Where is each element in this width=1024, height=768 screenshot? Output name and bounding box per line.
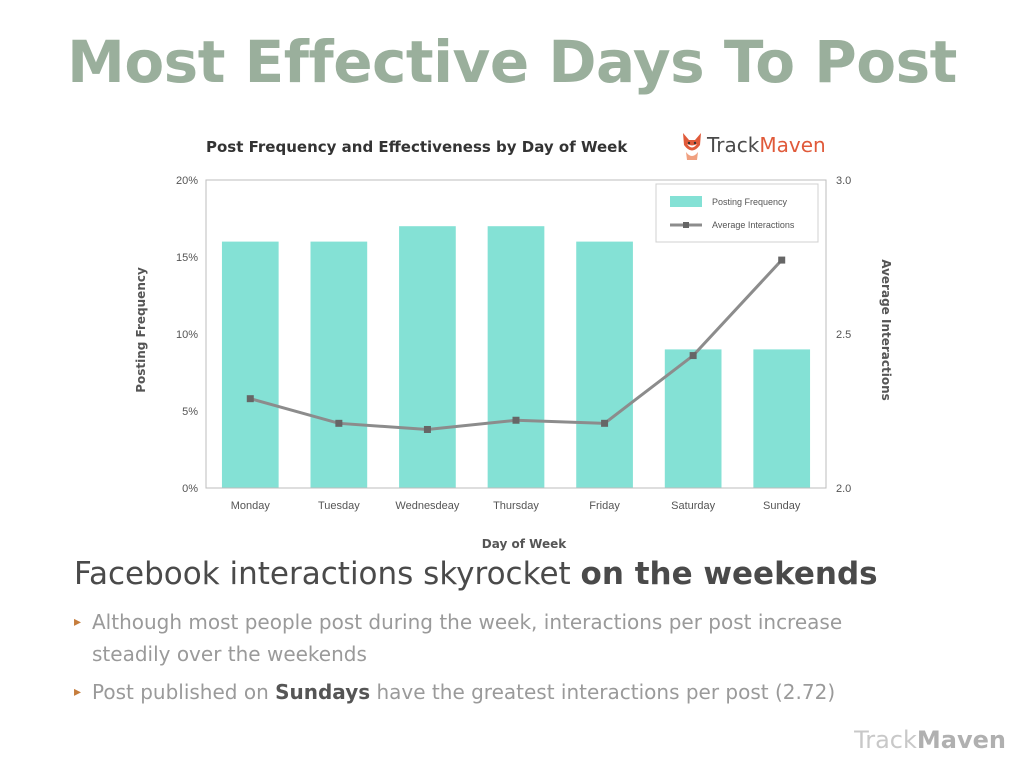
x-tick-label: Friday xyxy=(589,500,620,512)
slide-subtitle: Facebook interactions skyrocket on the w… xyxy=(74,556,878,592)
brand-name-track: Track xyxy=(706,133,760,157)
y2-tick-label: 2.0 xyxy=(836,483,851,495)
bullet-text-pre: Post published on xyxy=(92,680,276,704)
plot-area: 0% 5% 10% 15% 20% 2.0 2.5 3.0 Monday Tuesday Wedne… xyxy=(176,175,851,512)
line-point-sunday xyxy=(778,256,786,264)
x-tick-label: Thursday xyxy=(493,500,539,512)
footer-brand: TrackMaven xyxy=(854,726,1006,754)
line-point-tuesday xyxy=(335,419,343,427)
line-point-wednesdeay xyxy=(423,425,431,433)
subtitle-bold: on the weekends xyxy=(580,556,878,592)
line-point-friday xyxy=(601,419,609,427)
subtitle-plain: Facebook interactions skyrocket xyxy=(74,556,581,592)
x-tick-label: Tuesday xyxy=(318,500,360,512)
line-point-thursday xyxy=(512,416,520,424)
bar-monday xyxy=(221,241,279,488)
x-axis-title: Day of Week xyxy=(482,537,567,551)
bullet-arrow-icon: ▸ xyxy=(74,684,82,700)
y2-tick-label: 3.0 xyxy=(836,175,851,187)
y-tick-label: 0% xyxy=(182,483,198,495)
chart-title: Post Frequency and Effectiveness by Day … xyxy=(206,138,628,156)
y-tick-label: 5% xyxy=(182,406,198,418)
footer-brand-track: Track xyxy=(854,726,917,754)
bullet-list: ▸ Although most people post during the w… xyxy=(74,606,914,714)
y-tick-label: 20% xyxy=(176,175,198,187)
legend-box xyxy=(655,183,819,243)
y-tick-label: 15% xyxy=(176,252,198,264)
chart-svg: Post Frequency and Effectiveness by Day … xyxy=(134,133,893,551)
bar-saturday xyxy=(664,349,722,488)
y2-tick-label: 2.5 xyxy=(836,329,851,341)
bullet-arrow-icon: ▸ xyxy=(74,614,82,630)
brand-wordmark: TrackMaven xyxy=(706,133,826,157)
bullet-text: Although most people post during the wee… xyxy=(92,610,843,666)
legend-label-line: Average Interactions xyxy=(712,220,795,230)
x-tick-label: Monday xyxy=(231,500,271,512)
plot-frame xyxy=(205,179,827,489)
legend-swatch-marker xyxy=(683,222,689,228)
brand-name-maven: Maven xyxy=(759,133,825,157)
legend-label-bars: Posting Frequency xyxy=(712,197,788,207)
bar-tuesday xyxy=(310,241,368,488)
bullet-text-bold: Sundays xyxy=(275,680,371,704)
bar-thursday xyxy=(487,226,545,488)
legend-swatch-bars xyxy=(670,196,702,207)
y-axis-title: Posting Frequency xyxy=(134,267,148,393)
x-tick-label: Saturday xyxy=(671,500,716,512)
y-tick-label: 10% xyxy=(176,329,198,341)
fox-logo-icon xyxy=(683,133,701,160)
bar-sunday xyxy=(753,349,811,488)
bar-wednesdeay xyxy=(399,226,456,488)
chart: Post Frequency and Effectiveness by Day … xyxy=(120,120,910,560)
bar-friday xyxy=(576,241,633,488)
line-point-saturday xyxy=(689,352,697,360)
y2-axis-title: Average Interactions xyxy=(879,259,893,401)
x-tick-label: Wednesdeay xyxy=(395,500,460,512)
slide-title: Most Effective Days To Post xyxy=(67,28,957,96)
line-point-monday xyxy=(246,395,254,403)
bullet-item: ▸ Although most people post during the w… xyxy=(74,606,914,670)
bullet-item: ▸ Post published on Sundays have the gre… xyxy=(74,676,914,708)
footer-brand-maven: Maven xyxy=(916,726,1006,754)
x-tick-label: Sunday xyxy=(763,500,801,512)
bullet-text-post: have the greatest interactions per post … xyxy=(370,680,836,704)
